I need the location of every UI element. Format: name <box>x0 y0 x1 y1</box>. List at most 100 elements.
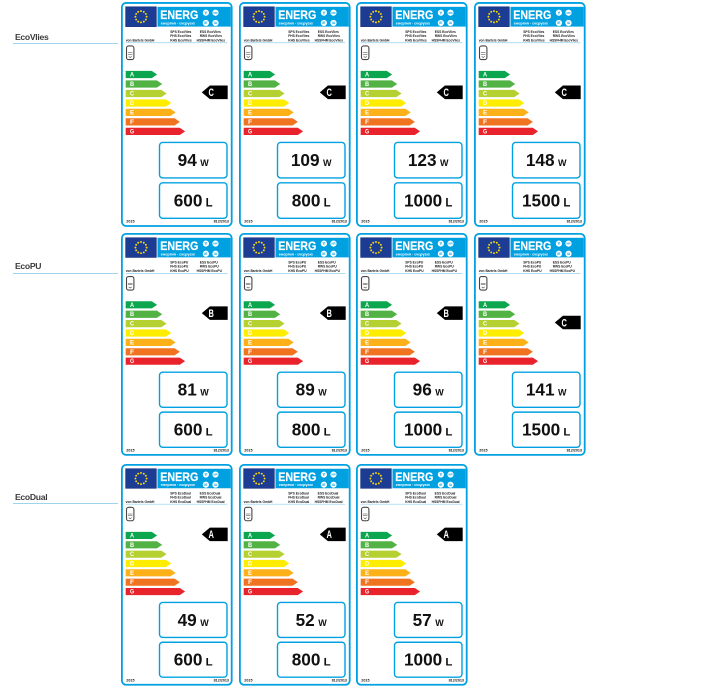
svg-text:600 L: 600 L <box>174 420 213 440</box>
svg-text:G: G <box>248 358 252 365</box>
svg-text:C: C <box>130 551 134 558</box>
svg-text:ESS EcoVlies: ESS EcoVlies <box>200 30 221 34</box>
svg-text:ESS EcoVlies: ESS EcoVlies <box>435 30 456 34</box>
svg-text:E: E <box>130 110 135 117</box>
svg-text:52 W: 52 W <box>295 610 327 630</box>
svg-text:812/2013: 812/2013 <box>331 220 346 224</box>
svg-text:ИЯ: ИЯ <box>566 11 571 15</box>
svg-text:C: C <box>365 91 369 98</box>
svg-text:B: B <box>326 308 332 320</box>
svg-text:ИЯ: ИЯ <box>214 11 219 15</box>
svg-text:RWS EcoDual: RWS EcoDual <box>200 495 222 499</box>
svg-text:A: A <box>130 532 134 539</box>
svg-text:812/2013: 812/2013 <box>449 449 464 453</box>
svg-text:B: B <box>365 542 369 549</box>
svg-text:енергия · ενεργεια: енергия · ενεργεια <box>514 22 549 26</box>
svg-text:von Bartels GmbH: von Bartels GmbH <box>126 39 155 43</box>
svg-text:FHS EcoVlies: FHS EcoVlies <box>170 34 191 38</box>
svg-text:B: B <box>483 81 487 88</box>
svg-text:94 W: 94 W <box>178 150 210 170</box>
svg-text:812/2013: 812/2013 <box>331 678 346 682</box>
svg-text:ENERG: ENERG <box>396 470 434 484</box>
svg-text:SPS EcoPU: SPS EcoPU <box>170 261 189 265</box>
svg-text:F: F <box>365 119 369 126</box>
svg-text:A: A <box>248 72 252 79</box>
svg-text:E: E <box>483 110 488 117</box>
svg-text:96 W: 96 W <box>413 380 445 400</box>
svg-text:B: B <box>248 311 252 318</box>
svg-text:FHS EcoDual: FHS EcoDual <box>170 495 191 499</box>
svg-text:C: C <box>326 88 332 100</box>
svg-text:ENERG: ENERG <box>278 470 316 484</box>
svg-text:B: B <box>130 81 134 88</box>
svg-text:C: C <box>483 91 487 98</box>
svg-text:C: C <box>130 321 134 328</box>
svg-text:B: B <box>365 81 369 88</box>
svg-text:F: F <box>130 579 134 586</box>
svg-text:B: B <box>130 311 134 318</box>
svg-text:FHS EcoPU: FHS EcoPU <box>170 265 189 269</box>
svg-text:B: B <box>444 308 450 320</box>
svg-text:ESS EcoPU: ESS EcoPU <box>200 261 219 265</box>
svg-text:ESS EcoPU: ESS EcoPU <box>435 261 454 265</box>
svg-text:F: F <box>483 119 487 126</box>
svg-text:A: A <box>365 532 369 539</box>
svg-text:1000 L: 1000 L <box>404 420 452 440</box>
svg-text:G: G <box>130 129 134 136</box>
svg-text:RWS EcoVlies: RWS EcoVlies <box>553 34 575 38</box>
svg-text:SPS EcoDual: SPS EcoDual <box>170 491 191 495</box>
svg-text:ИЯ: ИЯ <box>214 472 218 476</box>
svg-text:IE: IE <box>440 21 444 25</box>
svg-text:B: B <box>248 542 252 549</box>
svg-text:ENERG: ENERG <box>160 470 198 484</box>
svg-text:E: E <box>365 339 370 346</box>
svg-text:Y: Y <box>440 11 443 16</box>
svg-text:B: B <box>208 308 214 320</box>
svg-text:von Bartels GmbH: von Bartels GmbH <box>361 39 390 43</box>
svg-text:von Bartels GmbH: von Bartels GmbH <box>479 39 508 43</box>
svg-text:A: A <box>483 302 487 309</box>
svg-text:KHS EcoDual: KHS EcoDual <box>288 500 309 504</box>
svg-text:RWS EcoPU: RWS EcoPU <box>200 265 220 269</box>
svg-text:A: A <box>208 529 214 541</box>
svg-text:FHS EcoPU: FHS EcoPU <box>405 265 424 269</box>
svg-text:KHS EcoPU: KHS EcoPU <box>523 269 542 273</box>
svg-text:800 L: 800 L <box>291 191 330 211</box>
svg-text:IE: IE <box>440 483 444 487</box>
svg-text:600 L: 600 L <box>174 649 213 669</box>
svg-text:C: C <box>561 317 567 329</box>
svg-text:F: F <box>365 349 369 356</box>
svg-text:F: F <box>248 579 252 586</box>
svg-text:C: C <box>444 88 450 100</box>
svg-text:ИЯ: ИЯ <box>331 472 335 476</box>
svg-text:ESS EcoDual: ESS EcoDual <box>200 491 221 495</box>
svg-text:Y: Y <box>557 241 560 246</box>
svg-text:Y: Y <box>322 472 325 477</box>
svg-text:E: E <box>483 339 488 346</box>
svg-text:IA: IA <box>332 483 335 487</box>
svg-text:812/2013: 812/2013 <box>214 220 229 224</box>
svg-text:енергия · ενεργεια: енергия · ενεργεια <box>278 22 313 26</box>
svg-text:KHS EcoVlies: KHS EcoVlies <box>523 39 545 43</box>
svg-text:ENERG: ENERG <box>396 8 434 22</box>
svg-text:D: D <box>248 560 252 567</box>
svg-text:C: C <box>248 551 252 558</box>
svg-text:SPS EcoDual: SPS EcoDual <box>405 491 426 495</box>
svg-text:ENERG: ENERG <box>396 239 434 253</box>
svg-text:E: E <box>365 570 370 577</box>
svg-text:2015: 2015 <box>244 678 252 682</box>
svg-text:ESS EcoPU: ESS EcoPU <box>553 261 572 265</box>
svg-text:A: A <box>248 532 252 539</box>
svg-text:G: G <box>130 358 134 365</box>
svg-text:SPS EcoVlies: SPS EcoVlies <box>288 30 309 34</box>
svg-text:141 W: 141 W <box>526 380 567 400</box>
svg-text:812/2013: 812/2013 <box>214 678 229 682</box>
svg-text:KHS EcoVlies: KHS EcoVlies <box>170 39 192 43</box>
svg-text:енергия · ενεργεια: енергия · ενεργεια <box>514 252 549 256</box>
svg-text:E: E <box>248 570 253 577</box>
svg-text:IE: IE <box>322 252 326 256</box>
svg-text:FHS EcoVlies: FHS EcoVlies <box>288 34 309 38</box>
svg-text:von Bartels GmbH: von Bartels GmbH <box>126 500 155 504</box>
svg-text:IA: IA <box>332 21 335 25</box>
svg-text:G: G <box>248 588 252 595</box>
